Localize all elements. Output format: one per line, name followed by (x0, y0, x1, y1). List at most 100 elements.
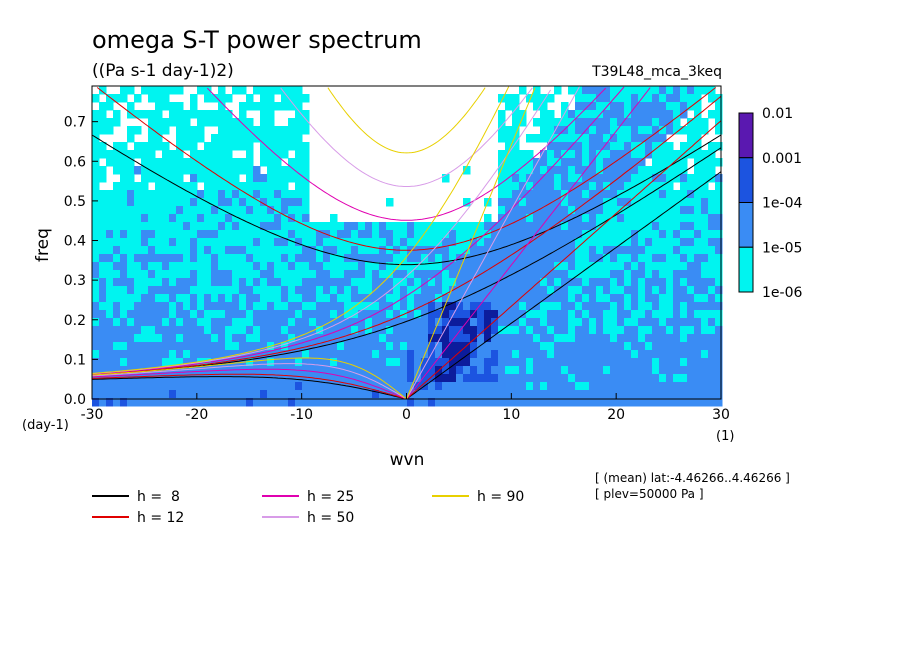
field-cell (414, 382, 422, 391)
field-cell (638, 334, 646, 343)
field-cell (92, 366, 100, 375)
plot-area (91, 85, 723, 407)
field-cell (267, 142, 275, 151)
field-cell (253, 254, 261, 263)
field-cell (540, 286, 548, 295)
field-cell (554, 294, 562, 303)
colorbar-level-label: 1e-06 (762, 285, 802, 301)
field-cell (568, 126, 576, 135)
field-cell (673, 366, 681, 375)
field-cell (113, 270, 121, 279)
field-cell (708, 230, 716, 239)
field-cell (204, 254, 212, 263)
field-cell (344, 278, 352, 287)
field-cell (575, 366, 583, 375)
field-cell (680, 382, 688, 391)
field-cell (141, 182, 149, 191)
field-cell (442, 350, 450, 359)
field-cell (351, 374, 359, 383)
field-cell (365, 230, 373, 239)
field-cell (568, 86, 576, 95)
field-cell (386, 350, 394, 359)
field-cell (92, 294, 100, 303)
field-cell (449, 294, 457, 303)
field-cell (694, 326, 702, 335)
field-cell (183, 110, 191, 119)
field-cell (92, 142, 100, 151)
field-cell (337, 366, 345, 375)
field-cell (344, 342, 352, 351)
field-cell (708, 278, 716, 287)
field-cell (176, 342, 184, 351)
field-cell (547, 342, 555, 351)
field-cell (92, 318, 100, 327)
field-cell (92, 302, 100, 311)
field-cell (568, 286, 576, 295)
field-cell (218, 390, 226, 399)
field-cell (295, 150, 303, 159)
field-cell (372, 350, 380, 359)
field-cell (652, 190, 660, 199)
field-cell (645, 246, 653, 255)
field-cell (701, 334, 709, 343)
field-cell (127, 270, 135, 279)
field-cell (540, 318, 548, 327)
field-cell (484, 246, 492, 255)
field-cell (596, 158, 604, 167)
field-cell (386, 262, 394, 271)
field-cell (470, 350, 478, 359)
field-cell (302, 398, 310, 407)
field-cell (589, 334, 597, 343)
field-cell (575, 126, 583, 135)
field-cell (414, 366, 422, 375)
field-cell (155, 262, 163, 271)
field-cell (512, 342, 520, 351)
y-tick-label: 0.2 (64, 313, 86, 329)
field-cell (211, 246, 219, 255)
field-cell (673, 390, 681, 399)
field-cell (561, 206, 569, 215)
field-cell (673, 238, 681, 247)
field-cell (673, 350, 681, 359)
field-cell (197, 334, 205, 343)
field-cell (505, 190, 513, 199)
field-cell (330, 342, 338, 351)
field-cell (379, 374, 387, 383)
field-cell (141, 246, 149, 255)
field-cell (372, 302, 380, 311)
field-cell (113, 166, 121, 175)
field-cell (113, 190, 121, 199)
field-cell (113, 398, 121, 407)
field-cell (337, 230, 345, 239)
field-cell (274, 182, 282, 191)
field-cell (631, 326, 639, 335)
field-cell (561, 238, 569, 247)
field-cell (141, 318, 149, 327)
field-cell (624, 94, 632, 103)
field-cell (330, 334, 338, 343)
field-cell (246, 214, 254, 223)
field-cell (358, 358, 366, 367)
field-cell (246, 390, 254, 399)
field-cell (435, 230, 443, 239)
field-cell (267, 150, 275, 159)
field-cell (687, 262, 695, 271)
field-cell (610, 166, 618, 175)
field-cell (673, 334, 681, 343)
field-cell (638, 374, 646, 383)
field-cell (624, 262, 632, 271)
field-cell (701, 342, 709, 351)
field-cell (673, 358, 681, 367)
field-cell (225, 150, 233, 159)
field-cell (540, 278, 548, 287)
field-cell (239, 334, 247, 343)
field-cell (204, 182, 212, 191)
field-cell (484, 366, 492, 375)
field-cell (694, 126, 702, 135)
field-cell (344, 270, 352, 279)
field-cell (512, 254, 520, 263)
field-cell (666, 102, 674, 111)
field-cell (435, 286, 443, 295)
field-cell (582, 294, 590, 303)
